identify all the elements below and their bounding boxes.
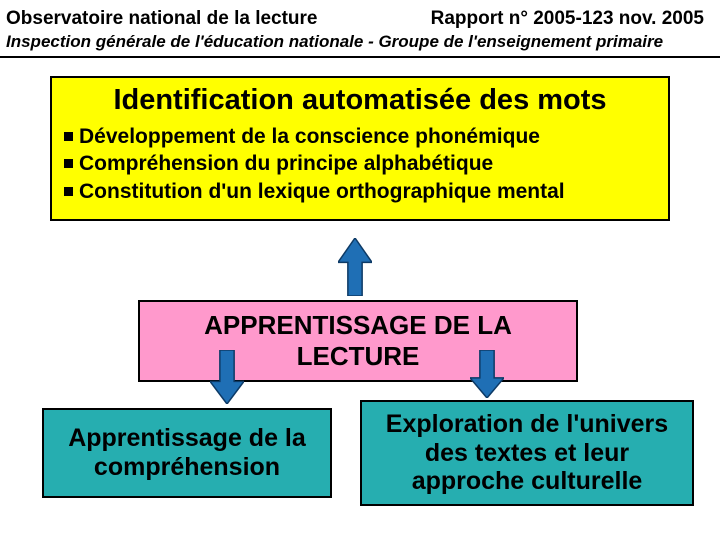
yellow-box: Identification automatisée des mots Déve… [50, 76, 670, 221]
header-row: Observatoire national de la lecture Rapp… [0, 0, 720, 30]
yellow-list: Développement de la conscience phonémiqu… [62, 123, 658, 205]
list-item: Constitution d'un lexique orthographique… [62, 178, 658, 205]
header-right: Rapport n° 2005-123 nov. 2005 [431, 8, 704, 30]
bullet-icon [64, 159, 73, 168]
header-left: Observatoire national de la lecture [6, 8, 318, 30]
subheader: Inspection générale de l'éducation natio… [0, 30, 720, 58]
teal-right-box: Exploration de l'univers des textes et l… [360, 400, 694, 506]
list-item-label: Compréhension du principe alphabétique [79, 150, 493, 177]
bullet-icon [64, 187, 73, 196]
arrow-down-icon [210, 350, 244, 404]
pink-box: APPRENTISSAGE DE LA LECTURE [138, 300, 578, 382]
teal-left-box: Apprentissage de la compréhension [42, 408, 332, 498]
yellow-title: Identification automatisée des mots [62, 84, 658, 123]
list-item: Développement de la conscience phonémiqu… [62, 123, 658, 150]
list-item: Compréhension du principe alphabétique [62, 150, 658, 177]
list-item-label: Constitution d'un lexique orthographique… [79, 178, 565, 205]
arrow-down-icon [470, 350, 504, 398]
bullet-icon [64, 132, 73, 141]
arrow-up-icon [338, 238, 372, 296]
list-item-label: Développement de la conscience phonémiqu… [79, 123, 540, 150]
